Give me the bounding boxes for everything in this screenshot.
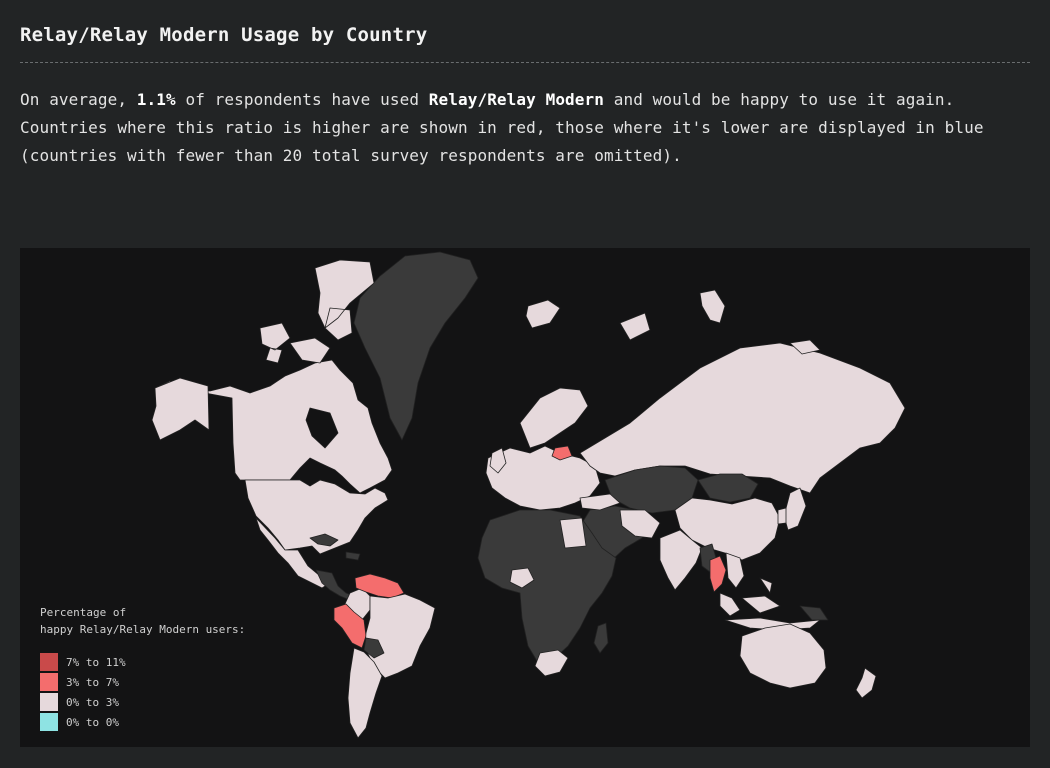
country-latvia[interactable]: [551, 445, 573, 461]
legend-item-zero: 0% to 0%: [40, 712, 245, 732]
tool-name: Relay/Relay Modern: [428, 90, 604, 109]
country-india[interactable]: [659, 529, 703, 591]
average-value: 1.1%: [136, 90, 176, 109]
country-japan[interactable]: [783, 487, 807, 531]
country-papua[interactable]: [799, 605, 829, 621]
map-legend: Percentage of happy Relay/Relay Modern u…: [40, 604, 245, 732]
hudson-bay: [305, 407, 339, 449]
country-korea[interactable]: [777, 507, 787, 525]
country-turkey[interactable]: [579, 493, 621, 511]
country-madagascar[interactable]: [593, 622, 609, 654]
country-iran[interactable]: [619, 509, 661, 539]
country-australia[interactable]: [739, 623, 827, 689]
country-russia-islands[interactable]: [619, 289, 821, 355]
legend-swatch: [40, 673, 58, 691]
legend-swatch: [40, 653, 58, 671]
country-nigeria[interactable]: [509, 567, 535, 589]
legend-item-high: 7% to 11%: [40, 652, 245, 672]
country-mexico[interactable]: [255, 517, 331, 589]
country-iceland[interactable]: [525, 299, 561, 329]
country-scandinavia[interactable]: [519, 387, 589, 449]
country-south-africa[interactable]: [534, 649, 569, 677]
legend-title: Percentage of happy Relay/Relay Modern u…: [40, 606, 246, 636]
country-thailand[interactable]: [709, 555, 727, 593]
legend-swatch: [40, 713, 58, 731]
country-bolivia[interactable]: [363, 637, 385, 659]
country-usa[interactable]: [244, 479, 389, 555]
legend-item-mid: 3% to 7%: [40, 672, 245, 692]
country-greenland[interactable]: [353, 251, 479, 441]
country-europe[interactable]: [485, 445, 601, 511]
country-china[interactable]: [674, 497, 781, 561]
country-uk[interactable]: [489, 447, 507, 474]
country-new-zealand[interactable]: [855, 667, 877, 699]
country-peru[interactable]: [333, 603, 367, 649]
title-divider: [20, 62, 1030, 63]
country-africa[interactable]: [477, 509, 617, 667]
legend-swatch: [40, 693, 58, 711]
country-mongolia[interactable]: [697, 473, 759, 503]
country-russia[interactable]: [579, 342, 906, 494]
page-title: Relay/Relay Modern Usage by Country: [20, 24, 428, 46]
country-se-asia[interactable]: [719, 552, 781, 617]
description: On average, 1.1% of respondents have use…: [20, 90, 984, 165]
country-canada[interactable]: [154, 359, 393, 494]
country-egypt[interactable]: [559, 517, 587, 549]
country-canada-islands[interactable]: [259, 259, 375, 364]
legend-item-low: 0% to 3%: [40, 692, 245, 712]
world-map: [20, 248, 1030, 747]
country-argentina-chile[interactable]: [347, 647, 383, 739]
country-alaska[interactable]: [151, 377, 210, 441]
